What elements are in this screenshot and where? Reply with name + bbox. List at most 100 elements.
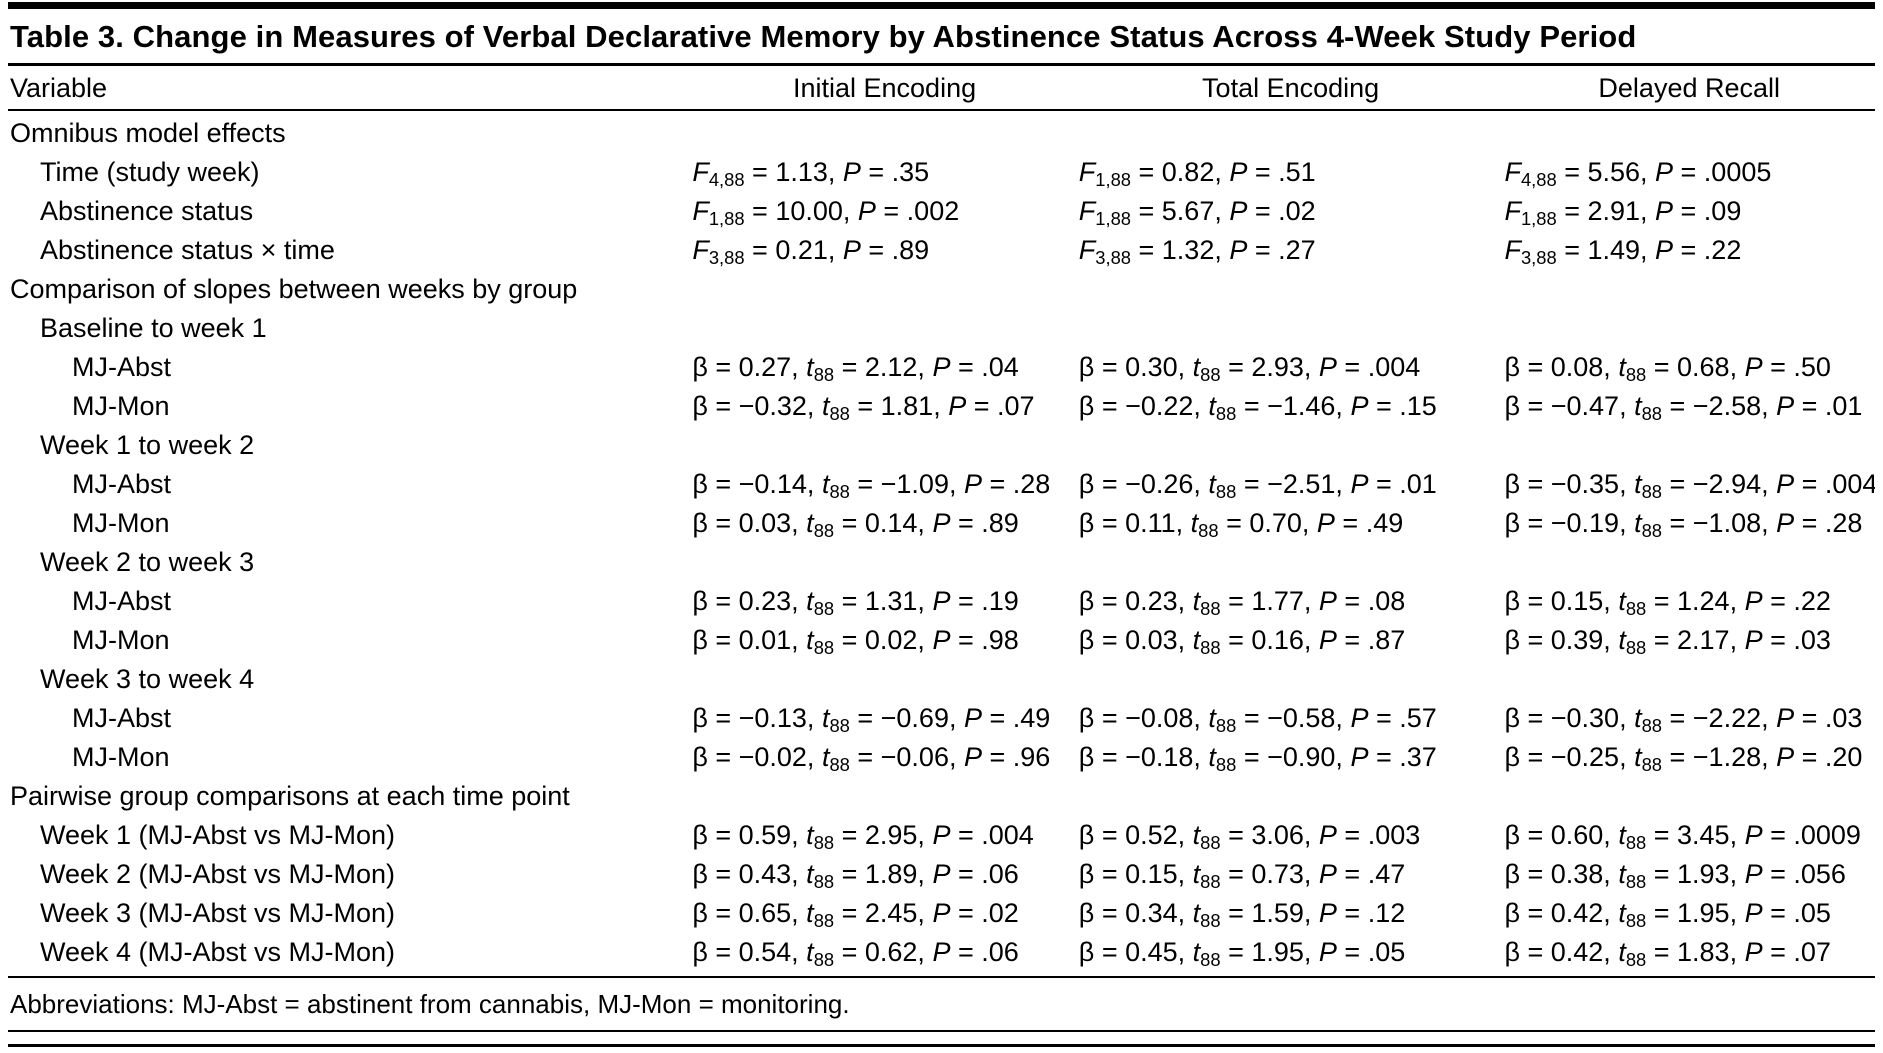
bottom-gap <box>8 1032 1875 1044</box>
row-label: Week 1 to week 2 <box>40 430 255 460</box>
stat-cell: β = −0.35, t88 = −2.94, P = .004 <box>1504 469 1875 503</box>
row-label: Week 1 (MJ-Abst vs MJ-Mon) <box>40 820 396 850</box>
table-row: MJ-Abst β = −0.14, t88 = −1.09, P = .28 β … <box>8 465 1875 504</box>
section-row: Comparison of slopes between weeks by gr… <box>8 270 1875 309</box>
section-row: Week 1 to week 2 <box>8 426 1875 465</box>
footnote: Abbreviations: MJ-Abst = abstinent from … <box>10 989 850 1019</box>
col-header-variable: Variable <box>8 66 692 111</box>
stat-cell: β = −0.13, t88 = −0.69, P = .49 <box>692 703 1051 737</box>
row-label: Time (study week) <box>40 157 260 187</box>
table-body: Omnibus model effects Time (study week) F4… <box>8 110 1875 976</box>
stat-cell: F3,88 = 0.21, P = .89 <box>692 235 930 269</box>
stat-cell: F3,88 = 1.32, P = .27 <box>1078 235 1316 269</box>
stat-cell: β = 0.08, t88 = 0.68, P = .50 <box>1504 352 1831 386</box>
row-label: MJ-Abst <box>72 469 172 499</box>
stat-cell: F4,88 = 1.13, P = .35 <box>692 157 930 191</box>
stat-cell: β = 0.39, t88 = 2.17, P = .03 <box>1504 625 1831 659</box>
title-rule <box>8 63 1875 66</box>
stat-cell: F3,88 = 1.49, P = .22 <box>1504 235 1742 269</box>
row-label: MJ-Mon <box>72 508 170 538</box>
stat-cell: β = −0.32, t88 = 1.81, P = .07 <box>692 391 1035 425</box>
section-row: Baseline to week 1 <box>8 309 1875 348</box>
section-row: Pairwise group comparisons at each time … <box>8 777 1875 816</box>
stat-cell: β = −0.08, t88 = −0.58, P = .57 <box>1078 703 1437 737</box>
table-title: Table 3. Change in Measures of Verbal De… <box>10 19 1637 54</box>
stat-cell: F4,88 = 5.56, P = .0005 <box>1504 157 1772 191</box>
table-row: Time (study week) F4,88 = 1.13, P = .35 F1… <box>8 153 1875 192</box>
stat-cell: β = −0.30, t88 = −2.22, P = .03 <box>1504 703 1863 737</box>
row-label: MJ-Abst <box>72 703 172 733</box>
table-row: MJ-Abst β = −0.13, t88 = −0.69, P = .49 β … <box>8 699 1875 738</box>
stat-cell: β = 0.27, t88 = 2.12, P = .04 <box>692 352 1019 386</box>
stat-cell <box>1078 660 1504 699</box>
stat-cell: β = 0.38, t88 = 1.93, P = .056 <box>1504 859 1846 893</box>
row-label: Week 2 to week 3 <box>40 547 255 577</box>
footnote-rule-top <box>8 976 1875 978</box>
table-row: Week 2 (MJ-Abst vs MJ-Mon) β = 0.43, t88 … <box>8 855 1875 894</box>
stat-cell: F1,88 = 10.00, P = .002 <box>692 196 960 230</box>
stat-cell <box>691 309 1077 348</box>
stat-cell <box>691 660 1077 699</box>
stat-cell: F1,88 = 5.67, P = .02 <box>1078 196 1316 230</box>
col-header-total-encoding: Total Encoding <box>1077 66 1504 111</box>
row-label: Week 3 to week 4 <box>40 664 255 694</box>
section-row: Omnibus model effects <box>8 110 1875 153</box>
stat-cell <box>1078 426 1504 465</box>
stat-cell <box>691 777 1077 816</box>
stat-cell: F1,88 = 2.91, P = .09 <box>1504 196 1742 230</box>
stat-cell: β = −0.25, t88 = −1.28, P = .20 <box>1504 742 1863 776</box>
table-row: MJ-Abst β = 0.27, t88 = 2.12, P = .04 β = … <box>8 348 1875 387</box>
row-label: Pairwise group comparisons at each time … <box>10 781 570 811</box>
stat-cell: β = −0.22, t88 = −1.46, P = .15 <box>1078 391 1437 425</box>
stat-cell: β = −0.14, t88 = −1.09, P = .28 <box>692 469 1051 503</box>
stat-cell: β = 0.54, t88 = 0.62, P = .06 <box>692 937 1019 971</box>
top-rule <box>8 2 1875 9</box>
stat-cell: β = −0.18, t88 = −0.90, P = .37 <box>1078 742 1437 776</box>
header-row: Variable Initial Encoding Total Encoding… <box>8 66 1875 111</box>
table-row: Week 1 (MJ-Abst vs MJ-Mon) β = 0.59, t88 … <box>8 816 1875 855</box>
stat-cell: β = 0.03, t88 = 0.14, P = .89 <box>692 508 1019 542</box>
stat-cell <box>691 426 1077 465</box>
stat-cell <box>1078 543 1504 582</box>
row-label: Week 2 (MJ-Abst vs MJ-Mon) <box>40 859 396 889</box>
stat-cell: β = 0.60, t88 = 3.45, P = .0009 <box>1504 820 1861 854</box>
row-label: Abstinence status <box>40 196 254 226</box>
stat-cell: β = −0.47, t88 = −2.58, P = .01 <box>1504 391 1863 425</box>
stat-cell: β = 0.23, t88 = 1.77, P = .08 <box>1078 586 1406 620</box>
stat-cell: β = 0.11, t88 = 0.70, P = .49 <box>1078 508 1404 542</box>
stat-cell: β = 0.59, t88 = 2.95, P = .004 <box>692 820 1034 854</box>
stat-cell: β = 0.42, t88 = 1.83, P = .07 <box>1504 937 1831 971</box>
section-row: Week 3 to week 4 <box>8 660 1875 699</box>
stat-cell <box>691 270 1077 309</box>
table-row: MJ-Mon β = 0.03, t88 = 0.14, P = .89 β = 0… <box>8 504 1875 543</box>
stat-cell <box>691 110 1077 153</box>
row-label: Week 4 (MJ-Abst vs MJ-Mon) <box>40 937 396 967</box>
table-header: Variable Initial Encoding Total Encoding… <box>8 66 1875 111</box>
stat-cell: β = 0.52, t88 = 3.06, P = .003 <box>1078 820 1421 854</box>
stat-cell: β = −0.26, t88 = −2.51, P = .01 <box>1078 469 1437 503</box>
table-row: MJ-Abst β = 0.23, t88 = 1.31, P = .19 β = … <box>8 582 1875 621</box>
stat-cell <box>1503 110 1875 153</box>
row-label: MJ-Abst <box>72 352 172 382</box>
stat-cell: F1,88 = 0.82, P = .51 <box>1078 157 1316 191</box>
col-header-initial-encoding: Initial Encoding <box>691 66 1078 111</box>
table-row: Week 4 (MJ-Abst vs MJ-Mon) β = 0.54, t88 … <box>8 933 1875 976</box>
stat-cell: β = 0.45, t88 = 1.95, P = .05 <box>1078 937 1406 971</box>
stat-cell: β = 0.01, t88 = 0.02, P = .98 <box>692 625 1019 659</box>
stats-table: Variable Initial Encoding Total Encoding… <box>8 66 1875 976</box>
row-label: Comparison of slopes between weeks by gr… <box>10 274 578 304</box>
stat-cell <box>691 543 1077 582</box>
stat-cell: β = 0.03, t88 = 0.16, P = .87 <box>1078 625 1406 659</box>
stat-cell <box>1503 777 1875 816</box>
row-label: Week 3 (MJ-Abst vs MJ-Mon) <box>40 898 396 928</box>
table-row: Abstinence status × time F3,88 = 0.21, P … <box>8 231 1875 270</box>
stat-cell: β = −0.02, t88 = −0.06, P = .96 <box>692 742 1051 776</box>
row-label: MJ-Abst <box>72 586 172 616</box>
table-row: Week 3 (MJ-Abst vs MJ-Mon) β = 0.65, t88 … <box>8 894 1875 933</box>
row-label: Abstinence status × time <box>40 235 335 265</box>
bottom-rule <box>8 1044 1875 1047</box>
col-header-delayed-recall: Delayed Recall <box>1503 66 1875 111</box>
stat-cell: β = 0.30, t88 = 2.93, P = .004 <box>1078 352 1421 386</box>
table-row: MJ-Mon β = −0.02, t88 = −0.06, P = .96 β =… <box>8 738 1875 777</box>
